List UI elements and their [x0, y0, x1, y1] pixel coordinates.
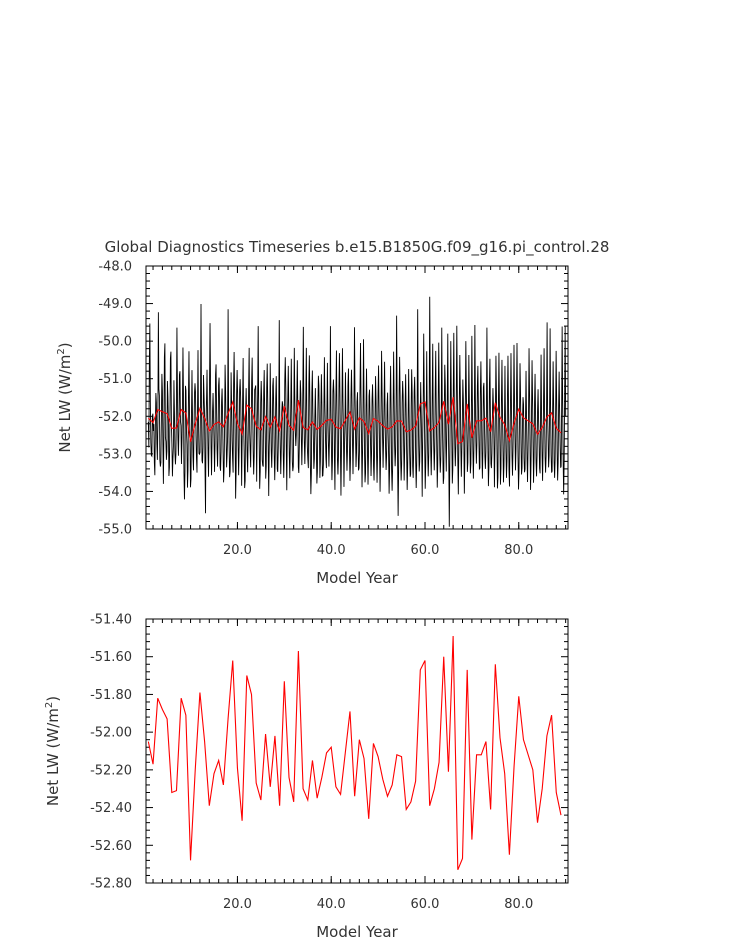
x-tick-label: 20.0	[223, 897, 252, 912]
y-tick-label: -51.60	[90, 650, 132, 665]
minor-ticks	[146, 619, 568, 883]
top-panel: 20.0 40.0 60.0 80.0 -55.0 -54.0 -53.0 -52.0 -51.…	[56, 260, 569, 587]
y-axis-label-close: )	[56, 342, 74, 348]
y-axis-label-close: )	[44, 696, 62, 702]
bottom-panel: 20.0 40.0 60.0 80.0 -52.80 -52.60 -52.40 -52.20…	[44, 613, 569, 941]
y-axis-label-text: Net LW (W/m	[44, 708, 62, 806]
y-axis-label: Net LW (W/m2)	[44, 696, 62, 806]
y-tick-label: -51.0	[98, 372, 132, 387]
y-tick-label: -54.0	[98, 485, 132, 500]
y-tick-label: -52.00	[90, 726, 132, 741]
x-tick-label: 40.0	[317, 897, 346, 912]
y-tick-label: -52.60	[90, 839, 132, 854]
x-tick-label: 60.0	[411, 543, 440, 558]
y-tick-label: -52.40	[90, 801, 132, 816]
y-axis-label: Net LW (W/m2)	[56, 342, 74, 452]
x-tick-label: 80.0	[504, 543, 533, 558]
monthly-series-line	[147, 296, 567, 527]
y-tick-label: -52.0	[98, 410, 132, 425]
annual-series-line	[147, 635, 562, 871]
y-tick-label: -50.0	[98, 335, 132, 350]
y-tick-label: -55.0	[98, 523, 132, 538]
y-tick-label: -49.0	[98, 297, 132, 312]
x-tick-label: 20.0	[223, 543, 252, 558]
x-axis-label: Model Year	[316, 569, 398, 587]
y-tick-label: -48.0	[98, 260, 132, 275]
y-tick-label: -52.20	[90, 763, 132, 778]
chart-title: Global Diagnostics Timeseries b.e15.B185…	[105, 238, 610, 257]
y-tick-label: -52.80	[90, 877, 132, 892]
y-axis-label-superscript: 2	[56, 348, 67, 354]
y-axis-label-superscript: 2	[44, 702, 55, 708]
annual-series-line	[147, 397, 562, 445]
x-tick-label: 60.0	[411, 897, 440, 912]
y-tick-label: -51.80	[90, 688, 132, 703]
plot-frame	[145, 265, 569, 530]
y-axis-label-text: Net LW (W/m	[56, 355, 74, 453]
y-tick-label: -51.40	[90, 613, 132, 628]
x-tick-label: 40.0	[317, 543, 346, 558]
x-axis-label: Model Year	[316, 923, 398, 941]
y-tick-label: -53.0	[98, 447, 132, 462]
x-tick-label: 80.0	[504, 897, 533, 912]
plot-frame	[145, 618, 569, 884]
